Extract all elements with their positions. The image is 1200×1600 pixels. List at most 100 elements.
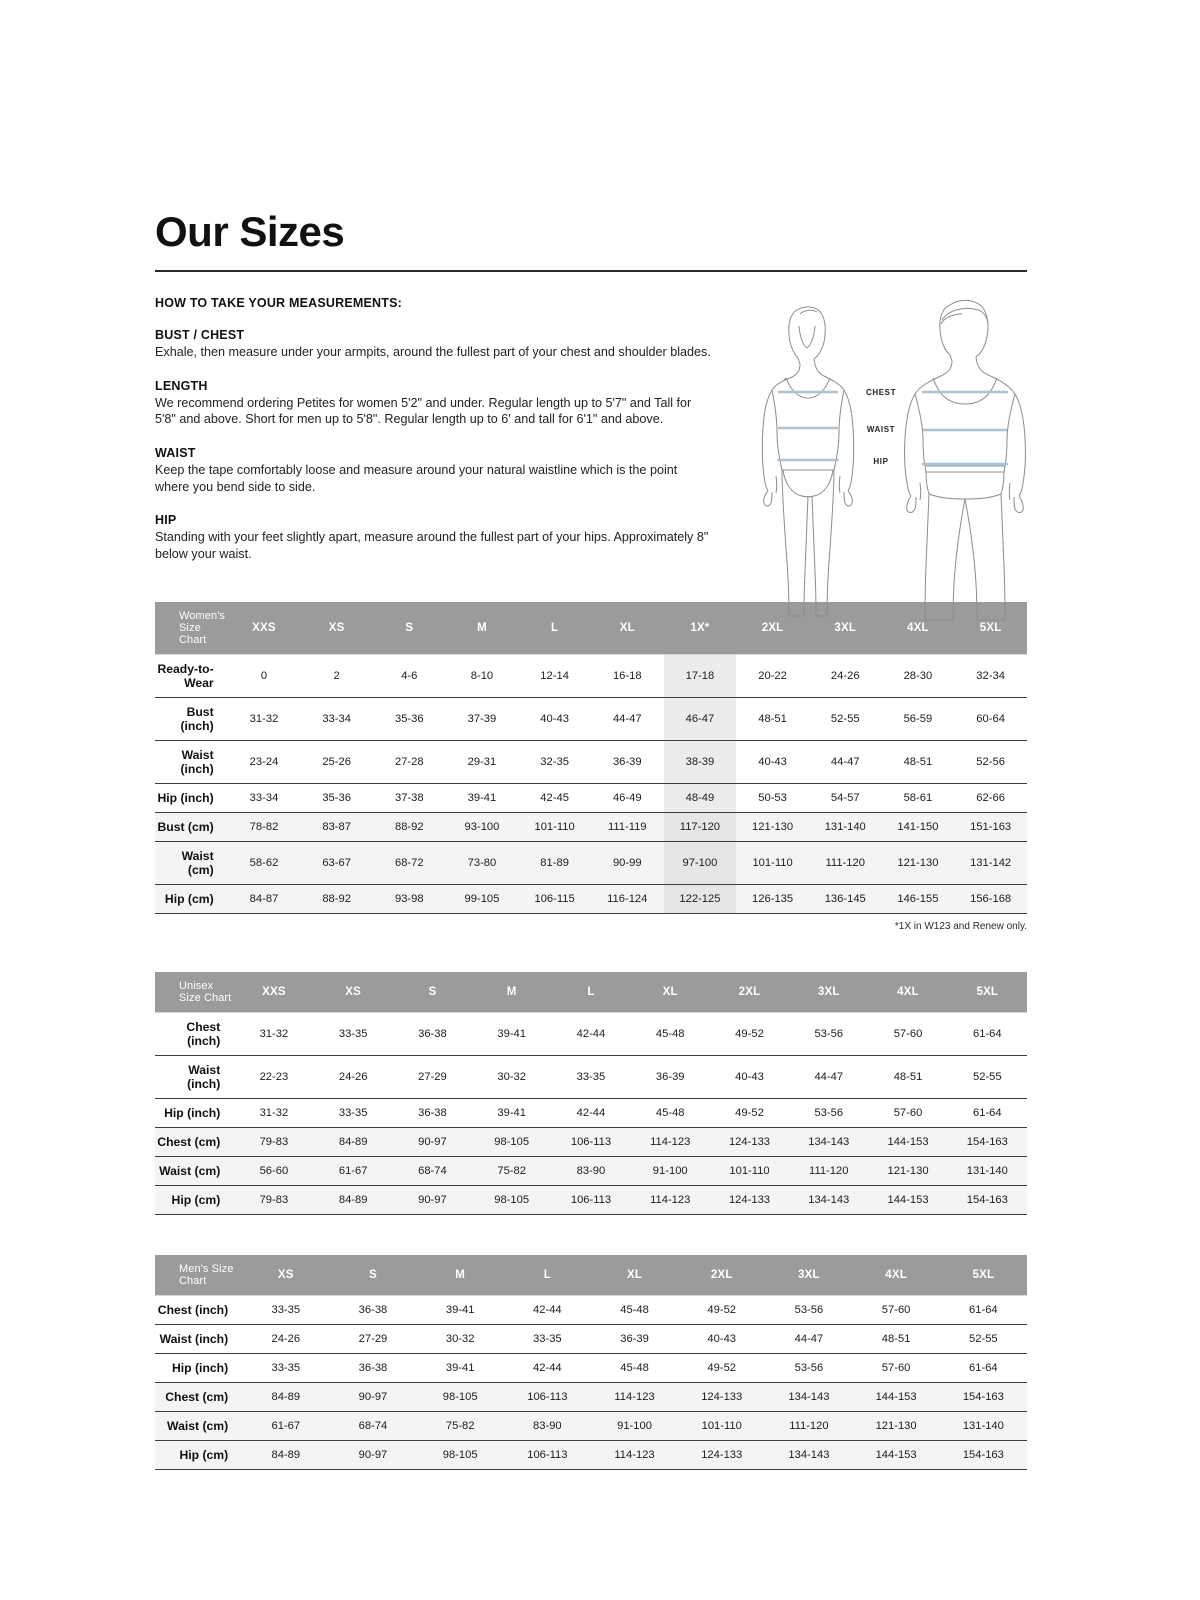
measurement-cell: 39-41 [416,1295,504,1326]
measurement-cell: 39-41 [416,1353,504,1384]
measurement-cell: 134-143 [789,1185,869,1216]
table-title-cell: Women's Size Chart [155,602,228,655]
measurement-cell: 39-41 [472,1098,552,1129]
table-row: Waist (inch) 22-23 24-26 27-29 30-32 33-35 36-… [155,1055,1027,1100]
measurement-cell: 131-142 [954,841,1027,886]
size-table: Women's Size Chart XXS XS S M L XL 1X* 2XL 3XL 4XL… [155,602,1027,915]
measurement-cell: 45-48 [590,1353,679,1384]
measurement-cell: 38-39 [663,740,737,785]
measurement-cell: 31-32 [234,1012,314,1057]
measurement-cell: 52-55 [808,697,882,742]
measurement-cell: 90-99 [590,841,664,886]
column-header-m: M [445,602,519,655]
measurement-cell: 28-30 [881,654,955,699]
column-header-m: M [472,972,552,1013]
measurement-cell: 84-89 [242,1440,330,1471]
measurement-cell: 45-48 [630,1012,710,1057]
measurement-cell: 36-39 [590,1324,679,1355]
measurement-instructions: HOW TO TAKE YOUR MEASUREMENTS: BUST / CH… [155,296,715,562]
page-title: Our Sizes [155,208,345,255]
measurement-cell: 33-34 [227,783,301,814]
measurement-cell: 60-64 [954,697,1027,742]
measurement-cell: 62-66 [954,783,1027,814]
measurement-cell: 57-60 [868,1012,948,1057]
measurement-cell: 33-35 [242,1295,330,1326]
male-measure-lines [922,390,1008,466]
measurement-cell: 52-56 [954,740,1027,785]
measurement-cell: 134-143 [789,1127,869,1158]
row-label: Hip (cm) [155,1440,243,1471]
measurement-cell: 93-98 [372,884,446,915]
table-row: Waist (inch) 24-26 27-29 30-32 33-35 36-39 40-… [155,1324,1027,1355]
instructions-heading: HOW TO TAKE YOUR MEASUREMENTS: [155,296,402,311]
size-tables: Women's Size Chart XXS XS S M L XL 1X* 2XL 3XL 4XL… [155,562,1027,1471]
measurement-cell: 44-47 [789,1055,869,1100]
measurement-cell: 97-100 [663,841,737,886]
measurement-cell: 84-87 [227,884,301,915]
measurement-cell: 0 [227,654,301,699]
measurement-cell: 61-64 [947,1098,1027,1129]
table-row: Chest (cm) 84-89 90-97 98-105 106-113 114-123… [155,1382,1027,1413]
measurement-cell: 90-97 [329,1440,417,1471]
measurement-cell: 73-80 [445,841,519,886]
measurement-cell: 40-43 [709,1055,790,1100]
column-header-3xl: 3XL [789,972,869,1013]
measurement-cell: 35-36 [372,697,446,742]
measurement-cell: 33-35 [551,1055,631,1100]
measurement-cell: 53-56 [789,1098,869,1129]
instruction-section-title: LENGTH [155,378,208,393]
instruction-section-title: BUST / CHEST [155,328,245,343]
measurement-cell: 27-28 [372,740,446,785]
row-label: Hip (cm) [155,884,228,915]
table-row: Hip (inch) 31-32 33-35 36-38 39-41 42-44 45-48… [155,1098,1027,1129]
measurement-cell: 63-67 [300,841,373,886]
column-header-xxs: XXS [227,602,301,655]
table-row: Hip (inch) 33-34 35-36 37-38 39-41 42-45 46-49… [155,783,1027,814]
measurement-cell: 91-100 [630,1156,710,1187]
measurement-cell: 75-82 [472,1156,552,1187]
measurement-cell: 49-52 [678,1353,766,1384]
measurement-cell: 49-52 [709,1098,790,1129]
column-header-5xl: 5XL [954,602,1027,655]
measurement-cell: 61-67 [313,1156,393,1187]
measurement-cell: 68-74 [392,1156,473,1187]
measurement-cell: 93-100 [445,812,519,843]
measurement-cell: 24-26 [808,654,882,699]
measurement-cell: 42-44 [503,1353,591,1384]
measurement-cell: 144-153 [852,1440,940,1471]
measurement-cell: 33-35 [313,1098,393,1129]
column-header-l: L [503,1255,591,1296]
measurement-cell: 156-168 [954,884,1027,915]
measurement-cell: 154-163 [947,1185,1027,1216]
column-header-xs: XS [300,602,373,655]
measurement-cell: 4-6 [372,654,446,699]
table-row: Waist (cm) 56-60 61-67 68-74 75-82 83-90 91-10… [155,1156,1027,1187]
table-header-row: Unisex Size Chart XXS XS S M L XL 2XL 3XL 4XL 5XL [155,972,1027,1013]
measurement-cell: 33-34 [300,697,373,742]
measurement-cell: 25-26 [300,740,373,785]
measurement-cell: 17-18 [663,654,737,699]
measurement-cell: 101-110 [678,1411,766,1442]
instruction-section: LENGTH We recommend ordering Petites for … [155,379,715,428]
instruction-section: HIP Standing with your feet slightly apar… [155,513,715,562]
measurement-cell: 84-89 [242,1382,330,1413]
row-label: Bust (cm) [155,812,228,843]
measurement-cell: 144-153 [868,1127,948,1158]
measurement-cell: 61-64 [939,1295,1027,1326]
body-measurement-figures: CHEST WAIST HIP [750,280,1035,630]
measurement-cell: 24-26 [242,1324,330,1355]
row-label: Hip (inch) [155,1353,243,1384]
measurement-cell: 121-130 [868,1156,948,1187]
row-label: Chest (cm) [155,1127,235,1158]
figure-label-hip: HIP [873,457,888,466]
measurement-cell: 36-38 [329,1295,417,1326]
column-header-1x: 1X* [663,602,737,655]
measurement-cell: 98-105 [472,1185,552,1216]
measurement-cell: 50-53 [736,783,809,814]
column-header-xl: XL [590,602,664,655]
measurement-cell: 68-74 [329,1411,417,1442]
measurement-cell: 106-113 [551,1127,631,1158]
measurement-cell: 33-35 [242,1353,330,1384]
measurement-cell: 136-145 [808,884,882,915]
measurement-cell: 30-32 [472,1055,552,1100]
